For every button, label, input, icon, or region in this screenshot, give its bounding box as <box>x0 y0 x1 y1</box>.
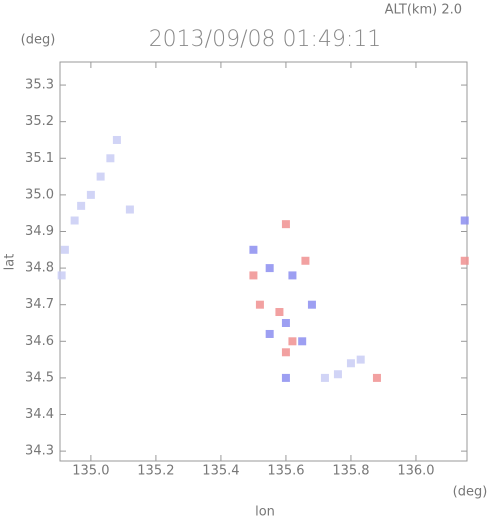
echo-point <box>281 373 290 382</box>
echo-point <box>265 264 274 273</box>
x-axis-label: lon <box>255 505 275 520</box>
echo-point <box>281 348 290 357</box>
echo-point <box>298 337 307 346</box>
echo-point <box>333 370 342 379</box>
echo-point <box>255 300 264 309</box>
x-tick-label: 135.6 <box>267 464 304 479</box>
echo-point <box>70 216 79 225</box>
echo-point <box>125 205 134 214</box>
echo-point <box>77 201 86 210</box>
x-unit: (deg) <box>453 485 488 500</box>
y-tick-label: 34.6 <box>25 334 54 349</box>
y-unit: (deg) <box>21 33 56 48</box>
echo-point <box>106 154 115 163</box>
y-tick-label: 35.3 <box>25 78 54 93</box>
echo-point <box>249 271 258 280</box>
echo-point <box>460 256 469 265</box>
y-tick-label: 34.9 <box>25 224 54 239</box>
echo-point <box>281 220 290 229</box>
y-tick-label: 35.1 <box>25 151 54 166</box>
echo-point <box>60 245 69 254</box>
echo-point <box>307 300 316 309</box>
y-tick-label: 34.8 <box>25 261 54 276</box>
echo-point <box>301 256 310 265</box>
y-tick-label: 34.3 <box>25 444 54 459</box>
echo-point <box>281 318 290 327</box>
echo-point <box>57 271 66 280</box>
echo-point <box>96 172 105 181</box>
chart-title: 2013/09/08 01:49:11 <box>149 27 382 52</box>
y-tick-label: 34.7 <box>25 297 54 312</box>
echo-point <box>288 337 297 346</box>
echo-point <box>249 245 258 254</box>
echo-point <box>265 329 274 338</box>
y-axis-label: lat <box>3 254 18 271</box>
echo-point <box>346 359 355 368</box>
echo-point <box>460 216 469 225</box>
x-tick-label: 136.0 <box>397 464 434 479</box>
x-tick-label: 135.4 <box>202 464 239 479</box>
echo-point <box>320 373 329 382</box>
x-tick-label: 135.2 <box>137 464 174 479</box>
y-tick-label: 35.2 <box>25 114 54 129</box>
x-tick-label: 135.8 <box>332 464 369 479</box>
y-tick-label: 35.0 <box>25 187 54 202</box>
echo-point <box>86 190 95 199</box>
x-tick-label: 135.0 <box>72 464 109 479</box>
echo-point <box>356 355 365 364</box>
echo-point <box>372 373 381 382</box>
y-tick-label: 34.4 <box>25 407 54 422</box>
altitude-label: ALT(km) 2.0 <box>385 3 462 18</box>
echo-point <box>275 308 284 317</box>
y-tick-label: 34.5 <box>25 370 54 385</box>
plot-frame <box>59 61 468 462</box>
echo-point <box>112 135 121 144</box>
echo-point <box>288 271 297 280</box>
